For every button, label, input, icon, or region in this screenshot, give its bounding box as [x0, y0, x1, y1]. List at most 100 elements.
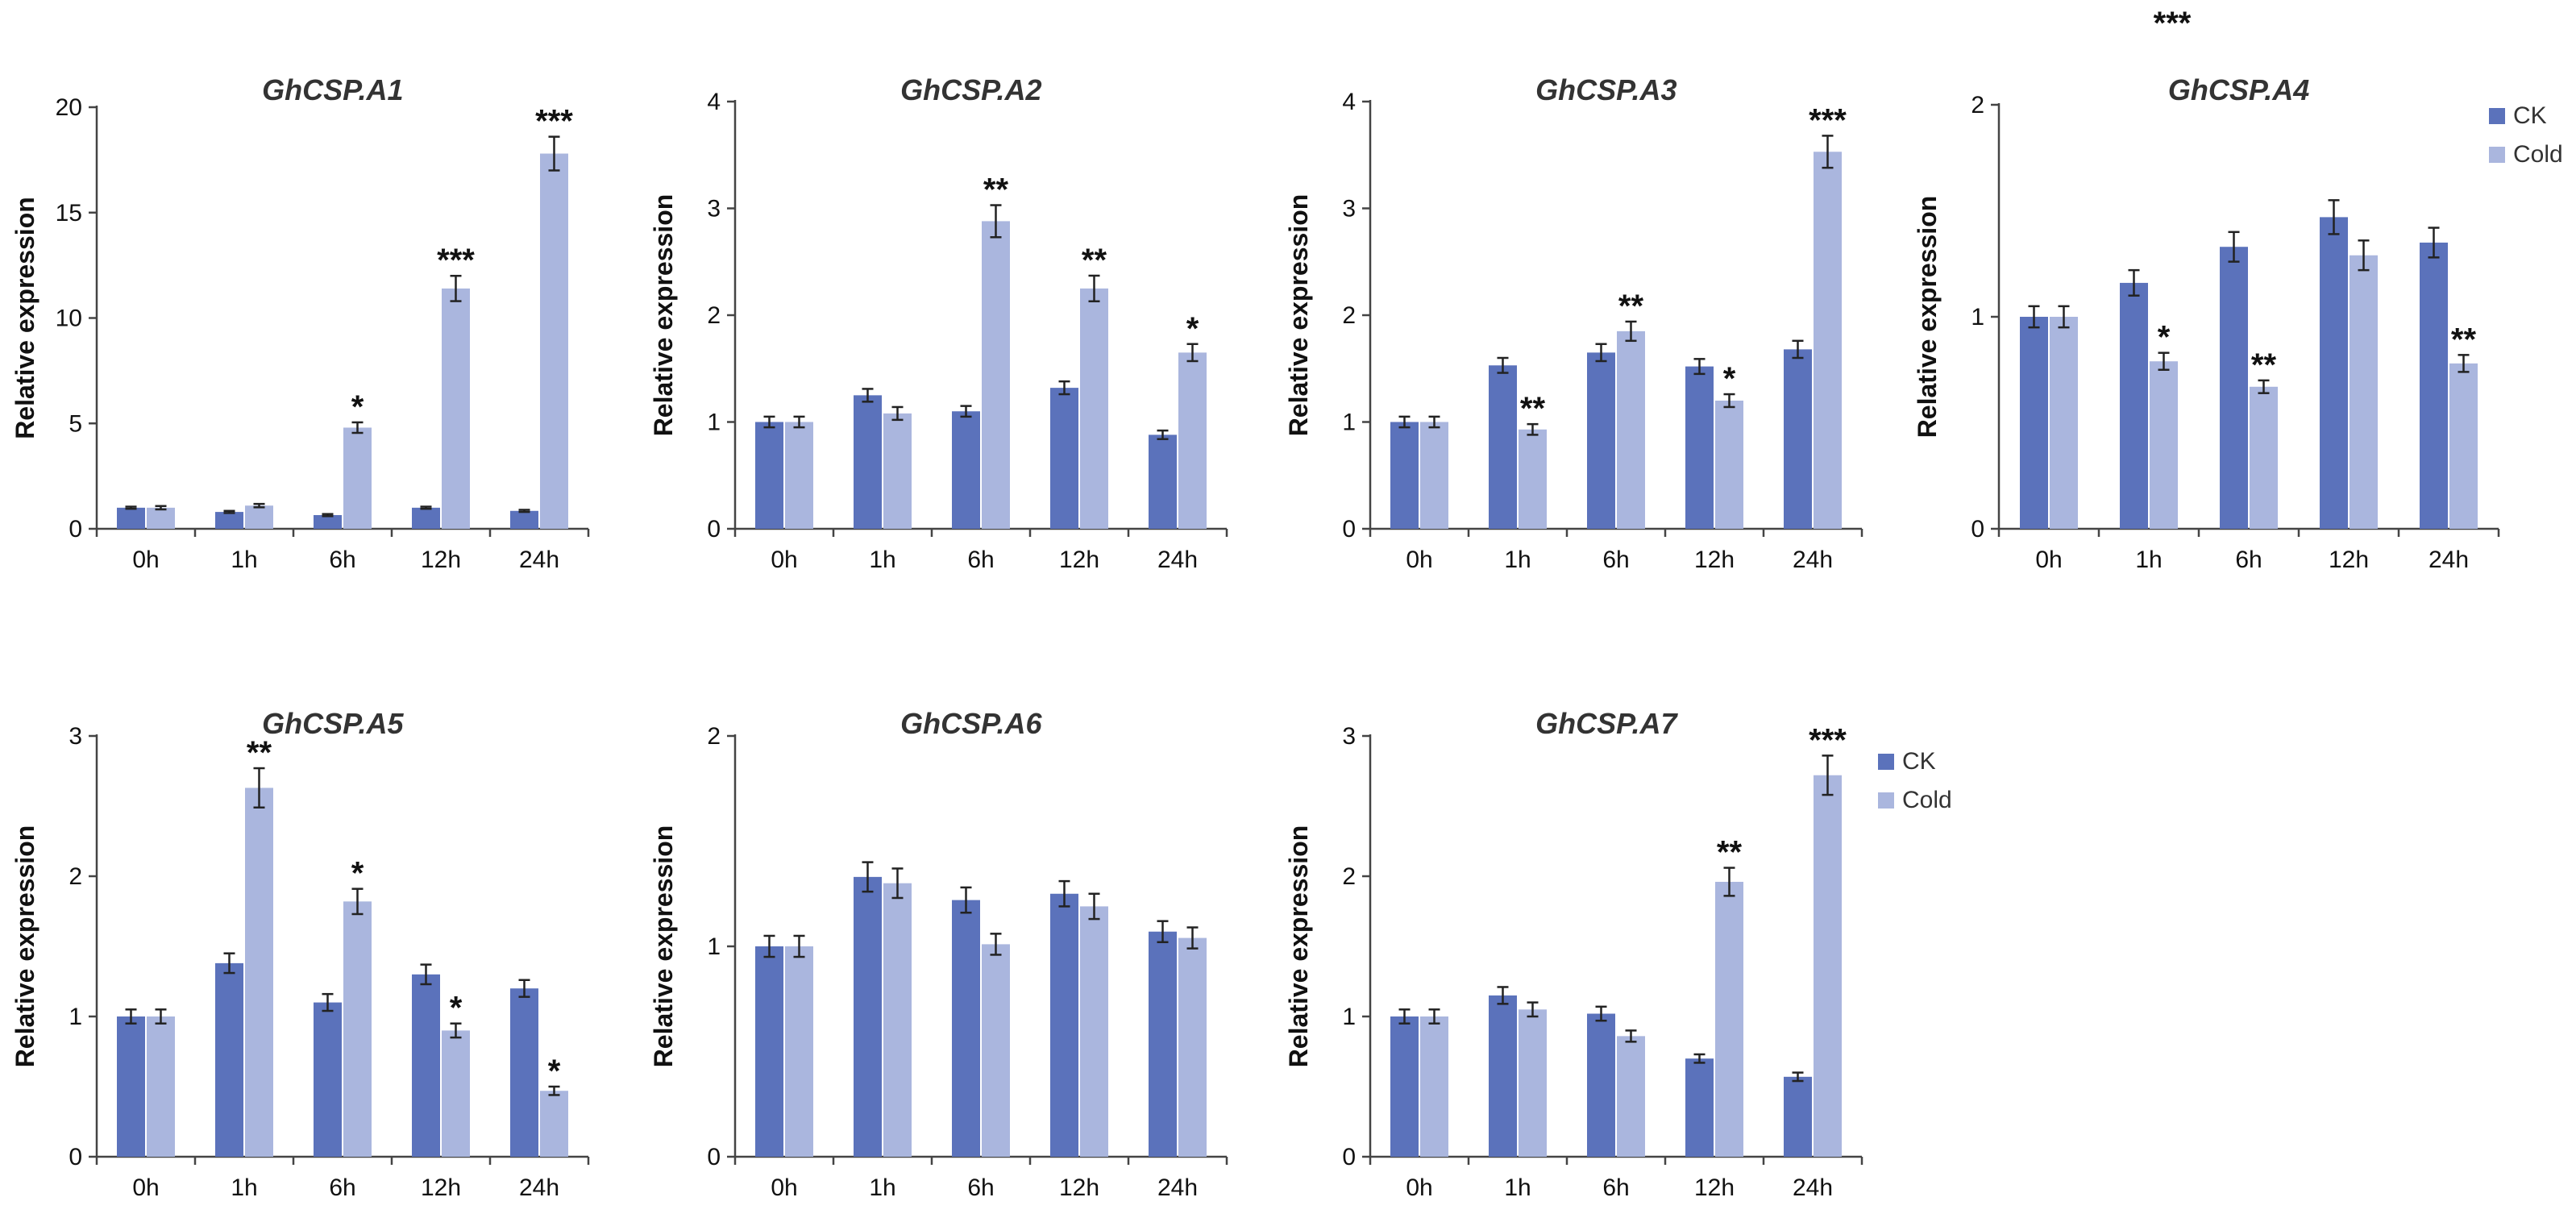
x-tick-label: 1h: [1504, 1174, 1531, 1201]
x-tick-label: 12h: [1059, 1174, 1099, 1201]
bar-ck-6h: [1587, 1013, 1615, 1157]
x-tick-label: 1h: [869, 547, 895, 573]
significance-label: **: [1717, 835, 1743, 871]
bar-ck-24h: [2420, 242, 2448, 529]
y-tick-label: 0: [707, 516, 721, 542]
x-tick-label: 24h: [1157, 1174, 1198, 1201]
bar-ck-12h: [1685, 366, 1714, 529]
y-axis-label: Relative expression: [10, 197, 39, 439]
y-axis-label: Relative expression: [1284, 194, 1313, 437]
x-tick-label: 6h: [967, 1174, 994, 1201]
y-tick-label: 15: [56, 200, 82, 227]
bar-cold-6h: [1617, 1036, 1645, 1157]
y-tick-label: 0: [1971, 516, 1984, 542]
chart-title: GhCSP.A1: [262, 73, 403, 106]
x-tick-label: 12h: [1694, 1174, 1735, 1201]
chart-3: GhCSP.A3 Relative expression 0 1 2 3 4 0h 1h 6h 12…: [1284, 73, 1863, 573]
bar-cold-0h: [2050, 317, 2078, 529]
bar-ck-24h: [510, 510, 538, 529]
bar-cold-1h: [2150, 361, 2178, 529]
y-tick-label: 3: [1342, 723, 1356, 750]
y-tick-label: 0: [1342, 516, 1356, 542]
y-tick-label: 0: [707, 1144, 721, 1170]
chart-title: GhCSP.A6: [900, 707, 1042, 740]
x-tick-label: 24h: [1793, 547, 1833, 573]
y-tick-label: 1: [1971, 304, 1984, 330]
significance-label: *: [450, 991, 463, 1026]
x-tick-label: 24h: [519, 547, 559, 573]
chart-title: GhCSP.A2: [900, 73, 1041, 106]
chart-7: GhCSP.A7 Relative expression 0 1 2 3 0h 1h 6h 12h…: [1284, 707, 1952, 1201]
bar-cold-12h: [442, 288, 470, 529]
bar-cold-0h: [1420, 1016, 1448, 1157]
chart-2: GhCSP.A2 Relative expression 0 1 2 3 4 0h 1h 6h 12…: [649, 73, 1228, 573]
bar-ck-0h: [117, 507, 145, 529]
x-tick-label: 24h: [2429, 547, 2469, 573]
bar-cold-0h: [147, 507, 175, 529]
bar-ck-12h: [1685, 1058, 1714, 1157]
legend-swatch-cold: [2489, 147, 2505, 163]
significance-label: *: [1723, 361, 1736, 397]
y-tick-label: 4: [1342, 89, 1356, 115]
bar-cold-12h: [442, 1030, 470, 1157]
bar-cold-1h: [883, 413, 912, 529]
x-tick-label: 24h: [519, 1174, 559, 1201]
bar-cold-24h: [1814, 152, 1842, 529]
stray-significance-label: ***: [2154, 6, 2192, 41]
bar-cold-24h: [540, 1091, 568, 1157]
y-tick-label: 1: [707, 933, 721, 960]
bar-cold-6h: [1617, 330, 1645, 529]
bar-ck-0h: [755, 422, 783, 529]
bar-ck-24h: [510, 988, 538, 1157]
bar-ck-6h: [2220, 247, 2248, 529]
bar-ck-0h: [755, 946, 783, 1157]
bar-cold-12h: [2350, 255, 2378, 529]
legend-label-ck: CK: [2513, 102, 2547, 129]
bar-ck-0h: [2020, 317, 2048, 529]
x-tick-label: 6h: [329, 1174, 355, 1201]
y-tick-label: 2: [69, 863, 82, 890]
bar-cold-0h: [785, 422, 813, 529]
chart-1: GhCSP.A1 Relative expression 0 5 10 15 20 0h 1h 6…: [10, 73, 590, 573]
bar-ck-12h: [412, 974, 440, 1157]
x-tick-label: 6h: [1602, 547, 1629, 573]
bar-ck-6h: [314, 515, 342, 529]
bar-ck-6h: [952, 411, 980, 529]
x-tick-label: 12h: [2329, 547, 2369, 573]
legend-swatch-ck: [1878, 754, 1894, 770]
x-tick-label: 12h: [421, 547, 461, 573]
y-tick-label: 2: [1342, 302, 1356, 329]
chart-4: GhCSP.A4 Relative expression 0 1 2 0h 1h 6h 12h 2…: [1913, 73, 2563, 573]
bar-cold-6h: [982, 944, 1010, 1157]
bar-cold-12h: [1715, 881, 1743, 1157]
chart-6: GhCSP.A6 Relative expression 0 1 2 0h 1h 6h 12h 2…: [649, 707, 1228, 1201]
bar-cold-0h: [147, 1016, 175, 1157]
significance-label: *: [351, 389, 364, 425]
x-tick-label: 0h: [771, 1174, 797, 1201]
bar-cold-12h: [1715, 401, 1743, 529]
chart-title: GhCSP.A3: [1535, 73, 1676, 106]
y-tick-label: 3: [69, 723, 82, 750]
bar-ck-24h: [1149, 931, 1177, 1157]
bar-ck-12h: [1050, 388, 1078, 529]
y-tick-label: 1: [69, 1004, 82, 1030]
x-tick-label: 6h: [2235, 547, 2262, 573]
x-tick-label: 6h: [329, 547, 355, 573]
bar-ck-6h: [314, 1002, 342, 1157]
bar-cold-12h: [1080, 288, 1108, 529]
significance-label: *: [2158, 320, 2171, 355]
bar-ck-24h: [1784, 349, 1812, 529]
x-tick-label: 0h: [1406, 547, 1432, 573]
y-axis-label: Relative expression: [649, 194, 678, 437]
x-tick-label: 6h: [1602, 1174, 1629, 1201]
significance-label: ***: [535, 104, 573, 139]
bar-cold-1h: [245, 505, 273, 529]
legend: CK Cold: [2489, 102, 2563, 168]
x-tick-label: 1h: [231, 1174, 257, 1201]
bar-ck-1h: [854, 876, 882, 1157]
significance-label: *: [548, 1054, 561, 1089]
significance-label: *: [351, 856, 364, 892]
y-axis-label: Relative expression: [1913, 196, 1942, 439]
y-tick-label: 20: [56, 94, 82, 121]
